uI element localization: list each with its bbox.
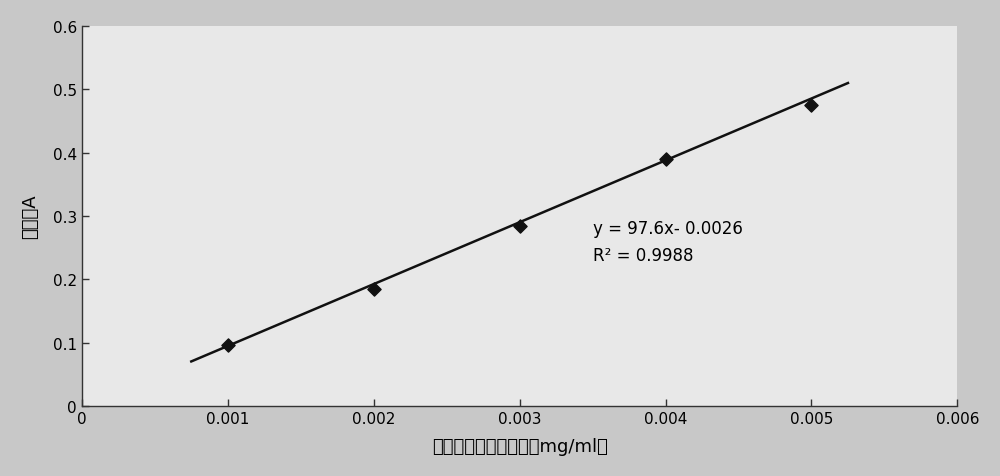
Point [803,102,819,109]
Text: y = 97.6x- 0.0026
R² = 0.9988: y = 97.6x- 0.0026 R² = 0.9988 [593,220,742,264]
Y-axis label: 吸光度A: 吸光度A [21,194,39,239]
Point [512,222,528,230]
Point [220,342,236,349]
Point [658,156,674,163]
Point [366,286,382,293]
X-axis label: 没食子酸标准液浓度（mg/ml）: 没食子酸标准液浓度（mg/ml） [432,437,608,455]
